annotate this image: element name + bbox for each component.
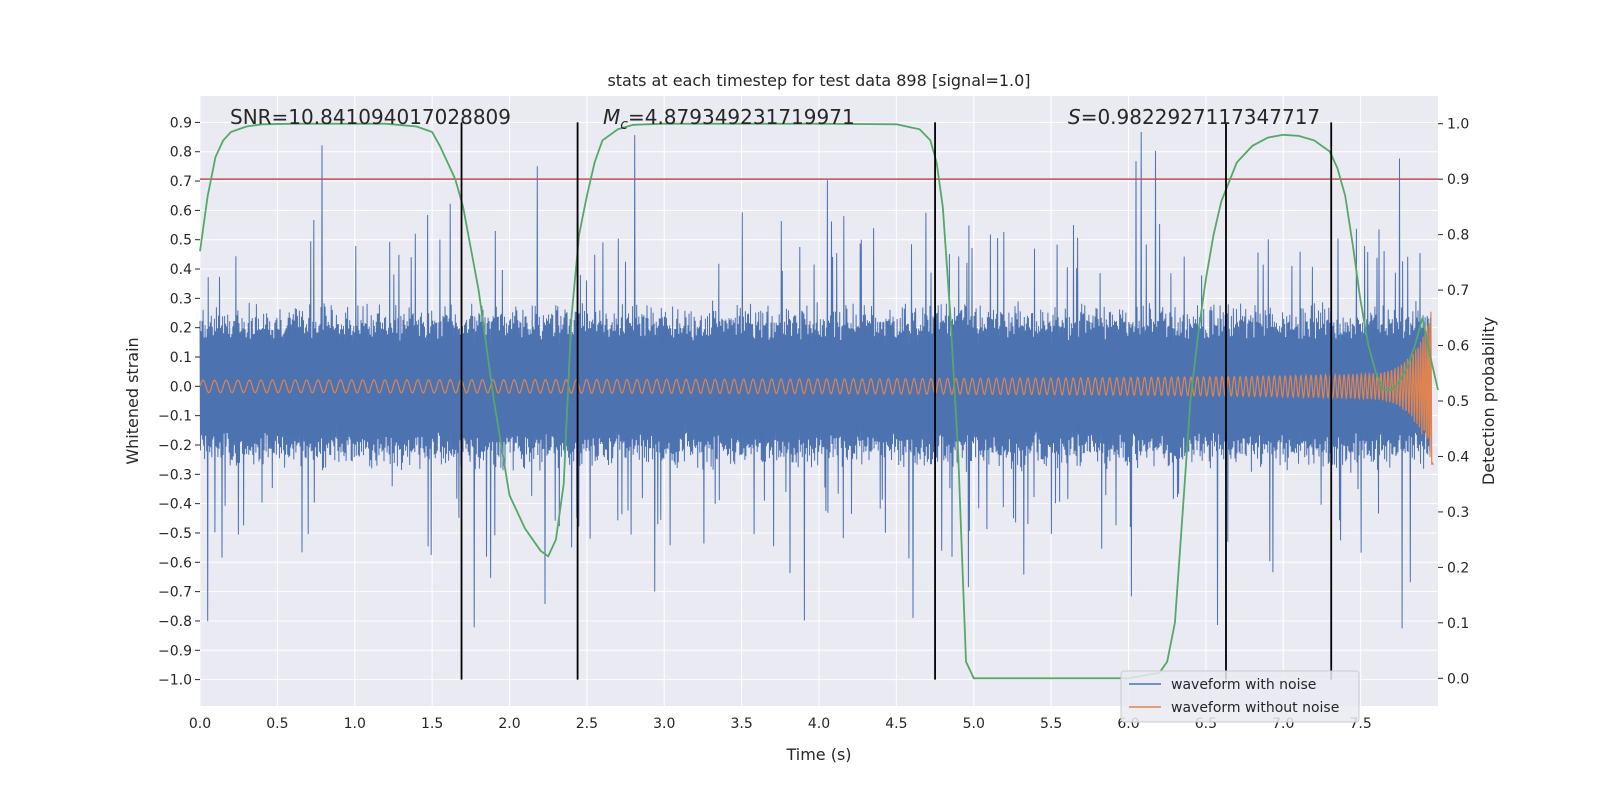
y-tick-label: −0.4 <box>158 497 192 513</box>
y2-tick-label: 0.0 <box>1447 671 1469 687</box>
y2-tick-label: 0.7 <box>1447 283 1469 299</box>
y-tick-label: 0.9 <box>170 115 192 131</box>
x-tick-label: 3.0 <box>653 716 675 732</box>
y2-axis-label: Detection probability <box>1479 317 1498 485</box>
y2-tick-label: 0.4 <box>1447 449 1469 465</box>
y2-tick-label: 0.1 <box>1447 616 1469 632</box>
x-axis-label: Time (s) <box>785 745 851 764</box>
y-tick-label: −0.9 <box>158 643 192 659</box>
legend-label-clean: waveform without noise <box>1171 700 1339 716</box>
y-tick-label: 0.6 <box>170 203 192 219</box>
y2-tick-label: 0.5 <box>1447 394 1469 410</box>
y2-tick-label: 1.0 <box>1447 117 1469 133</box>
y-tick-label: −0.1 <box>158 409 192 425</box>
y-tick-label: −1.0 <box>158 673 192 689</box>
y2-tick-label: 0.2 <box>1447 560 1469 576</box>
score-annotation: S=0.9822927117347717 <box>1068 105 1320 129</box>
y-tick-label: −0.3 <box>158 467 192 483</box>
x-tick-label: 2.0 <box>498 716 520 732</box>
x-tick-label: 4.0 <box>808 716 830 732</box>
snr-annotation: SNR=10.841094017028809 <box>230 105 511 129</box>
x-tick-label: 2.5 <box>576 716 598 732</box>
x-tick-label: 0.5 <box>266 716 288 732</box>
legend-box <box>1120 670 1360 723</box>
x-tick-label: 1.0 <box>344 716 366 732</box>
x-tick-label: 0.0 <box>189 716 211 732</box>
chart-title: stats at each timestep for test data 898… <box>607 71 1030 90</box>
x-tick-label: 3.5 <box>730 716 752 732</box>
y-tick-label: −0.5 <box>158 526 192 542</box>
y-axis-ticks: 0.9 0.8 0.7 0.6 0.5 0.4 0.3 0.2 0.1 0.0 −0.1 −0.2 −0… <box>158 115 200 689</box>
y-tick-label: 0.3 <box>170 291 192 307</box>
y-tick-label: 0.2 <box>170 321 192 337</box>
y-tick-label: −0.6 <box>158 555 192 571</box>
y-tick-label: 0.5 <box>170 233 192 249</box>
x-tick-label: 4.5 <box>885 716 907 732</box>
y2-tick-label: 0.9 <box>1447 172 1469 188</box>
y-tick-label: 0.7 <box>170 174 192 190</box>
y-tick-label: −0.8 <box>158 614 192 630</box>
y-tick-label: 0.1 <box>170 350 192 366</box>
y-tick-label: −0.2 <box>158 438 192 454</box>
y2-tick-label: 0.8 <box>1447 228 1469 244</box>
legend: waveform with noise waveform without noi… <box>1120 670 1360 723</box>
y-tick-label: 0.0 <box>170 379 192 395</box>
y-axis-label: Whitened strain <box>123 337 142 464</box>
x-tick-label: 5.0 <box>963 716 985 732</box>
y-tick-label: 0.8 <box>170 145 192 161</box>
x-tick-label: 1.5 <box>421 716 443 732</box>
x-tick-label: 5.5 <box>1040 716 1062 732</box>
series-detection-probability <box>199 122 1439 680</box>
y2-tick-label: 0.3 <box>1447 505 1469 521</box>
y-tick-label: −0.7 <box>158 585 192 601</box>
overlays <box>199 122 1439 680</box>
y2-axis-ticks: 1.0 0.9 0.8 0.7 0.6 0.5 0.4 0.3 0.2 0.1 0.0 <box>1438 117 1469 687</box>
y2-tick-label: 0.6 <box>1447 339 1469 355</box>
y-tick-label: 0.4 <box>170 262 192 278</box>
chirp-mass-annotation: Mc=4.879349231719971 <box>603 105 855 133</box>
series-waveform-without-noise <box>199 311 1434 466</box>
legend-label-noise: waveform with noise <box>1171 677 1316 693</box>
